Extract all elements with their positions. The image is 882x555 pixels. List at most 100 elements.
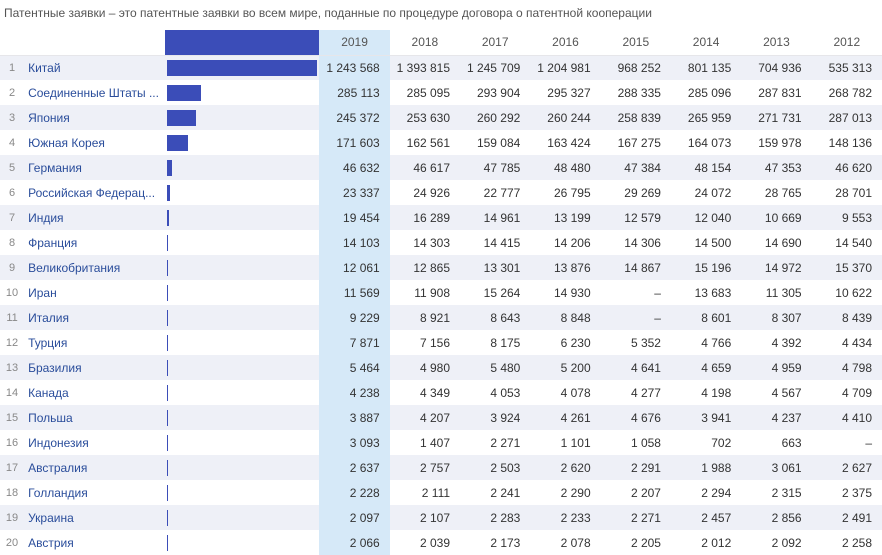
bar-cell [165, 155, 320, 180]
value-cell: 295 327 [530, 80, 600, 105]
header-year[interactable]: 2017 [460, 30, 530, 55]
value-cell: 287 831 [741, 80, 811, 105]
rank-cell: 4 [0, 130, 24, 155]
country-cell[interactable]: Украина [24, 505, 165, 530]
value-cell: 24 072 [671, 180, 741, 205]
value-cell: 1 058 [601, 430, 671, 455]
value-cell: 2 207 [601, 480, 671, 505]
value-cell: 14 415 [460, 230, 530, 255]
value-cell: 4 709 [812, 380, 882, 405]
country-cell[interactable]: Голландия [24, 480, 165, 505]
header-year[interactable]: 2018 [390, 30, 460, 55]
country-cell[interactable]: Канада [24, 380, 165, 405]
value-cell: 2 503 [460, 455, 530, 480]
value-cell: 4 410 [812, 405, 882, 430]
value-cell: 11 908 [390, 280, 460, 305]
bar [167, 210, 169, 226]
header-year[interactable]: 2016 [530, 30, 600, 55]
value-cell: 2 291 [601, 455, 671, 480]
value-cell: 8 921 [390, 305, 460, 330]
value-cell: 47 353 [741, 155, 811, 180]
country-cell[interactable]: Франция [24, 230, 165, 255]
bar [167, 235, 169, 251]
value-cell: 12 061 [319, 255, 389, 280]
table-row: 7Индия19 45416 28914 96113 19912 57912 0… [0, 205, 882, 230]
bar [167, 335, 168, 351]
value-cell: 1 204 981 [530, 55, 600, 80]
bar-cell [165, 205, 320, 230]
country-cell[interactable]: Япония [24, 105, 165, 130]
country-cell[interactable]: Австралия [24, 455, 165, 480]
table-row: 11Италия9 2298 9218 6438 848–8 6018 3078… [0, 305, 882, 330]
value-cell: 2 620 [530, 455, 600, 480]
value-cell: 29 269 [601, 180, 671, 205]
value-cell: 2 290 [530, 480, 600, 505]
value-cell: 293 904 [460, 80, 530, 105]
value-cell: 13 683 [671, 280, 741, 305]
header-year[interactable]: 2015 [601, 30, 671, 55]
rank-cell: 11 [0, 305, 24, 330]
value-cell: 9 229 [319, 305, 389, 330]
value-cell: 285 113 [319, 80, 389, 105]
value-cell: 2 294 [671, 480, 741, 505]
value-cell: 285 095 [390, 80, 460, 105]
country-cell[interactable]: Австрия [24, 530, 165, 555]
header-blank-country [24, 30, 165, 55]
value-cell: 4 659 [671, 355, 741, 380]
rank-cell: 9 [0, 255, 24, 280]
value-cell: 19 454 [319, 205, 389, 230]
value-cell: 171 603 [319, 130, 389, 155]
value-cell: 285 096 [671, 80, 741, 105]
bar [167, 435, 168, 451]
rank-cell: 6 [0, 180, 24, 205]
table-row: 6Российская Федерац...23 33724 92622 777… [0, 180, 882, 205]
country-cell[interactable]: Иран [24, 280, 165, 305]
country-cell[interactable]: Турция [24, 330, 165, 355]
value-cell: 288 335 [601, 80, 671, 105]
rank-cell: 3 [0, 105, 24, 130]
country-cell[interactable]: Китай [24, 55, 165, 80]
country-cell[interactable]: Бразилия [24, 355, 165, 380]
country-cell[interactable]: Южная Корея [24, 130, 165, 155]
table-row: 15Польша3 8874 2073 9244 2614 6763 9414 … [0, 405, 882, 430]
country-cell[interactable]: Индия [24, 205, 165, 230]
header-year[interactable]: 2012 [812, 30, 882, 55]
header-year[interactable]: 2014 [671, 30, 741, 55]
value-cell: 4 766 [671, 330, 741, 355]
value-cell: 48 480 [530, 155, 600, 180]
value-cell: 663 [741, 430, 811, 455]
bar-cell [165, 280, 320, 305]
bar-cell [165, 80, 320, 105]
country-cell[interactable]: Индонезия [24, 430, 165, 455]
rank-cell: 7 [0, 205, 24, 230]
table-row: 1Китай1 243 5681 393 8151 245 7091 204 9… [0, 55, 882, 80]
country-cell[interactable]: Польша [24, 405, 165, 430]
bar [167, 60, 318, 76]
bar-cell [165, 530, 320, 555]
value-cell: – [812, 430, 882, 455]
patent-table: 20192018201720162015201420132012 1Китай 1… [0, 30, 882, 555]
value-cell: 46 632 [319, 155, 389, 180]
value-cell: 14 961 [460, 205, 530, 230]
value-cell: 2 107 [390, 505, 460, 530]
rank-cell: 1 [0, 55, 24, 80]
country-cell[interactable]: Германия [24, 155, 165, 180]
value-cell: 253 630 [390, 105, 460, 130]
country-cell[interactable]: Италия [24, 305, 165, 330]
country-cell[interactable]: Соединенные Штаты ... [24, 80, 165, 105]
country-cell[interactable]: Российская Федерац... [24, 180, 165, 205]
value-cell: 12 865 [390, 255, 460, 280]
value-cell: 14 540 [812, 230, 882, 255]
table-row: 19Украина2 0972 1072 2832 2332 2712 4572… [0, 505, 882, 530]
bar-cell [165, 430, 320, 455]
value-cell: 164 073 [671, 130, 741, 155]
table-row: 13Бразилия5 4644 9805 4805 2004 6414 659… [0, 355, 882, 380]
country-cell[interactable]: Великобритания [24, 255, 165, 280]
value-cell: 2 757 [390, 455, 460, 480]
value-cell: 1 243 568 [319, 55, 389, 80]
bar [167, 510, 168, 526]
value-cell: 6 230 [530, 330, 600, 355]
value-cell: 968 252 [601, 55, 671, 80]
header-year[interactable]: 2013 [741, 30, 811, 55]
header-year[interactable]: 2019 [319, 30, 389, 55]
